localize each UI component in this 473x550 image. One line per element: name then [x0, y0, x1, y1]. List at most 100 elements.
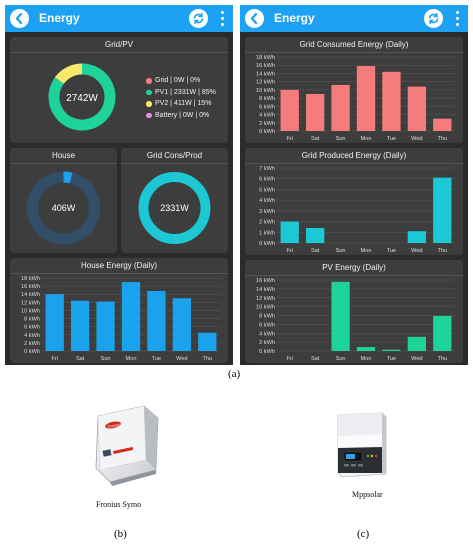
- bar-wed: [407, 336, 427, 351]
- x-tick-label: Thu: [437, 136, 447, 142]
- x-tick-label: Thu: [437, 248, 447, 254]
- y-tick-label: 6 kWh: [259, 322, 275, 328]
- y-tick-label: 2 kWh: [259, 340, 275, 346]
- caption-b: (b): [114, 528, 127, 540]
- y-tick-label: 0 kWh: [259, 129, 275, 135]
- app-title: Energy: [274, 11, 315, 25]
- y-tick-label: 0 kWh: [259, 349, 275, 355]
- menu-dot-icon: [456, 23, 459, 26]
- back-button[interactable]: [10, 9, 29, 28]
- chart-title: Grid Produced Energy (Daily): [245, 148, 463, 164]
- y-tick-label: 16 kWh: [21, 284, 40, 290]
- y-tick-label: 7 kWh: [259, 166, 275, 172]
- donut-center-value: 2742W: [66, 93, 98, 104]
- menu-dot-icon: [221, 11, 224, 14]
- grid-cons-prod-card: Grid Cons/Prod 2331W: [121, 148, 228, 253]
- pv-energy-chart: 0 kWh 2 kWh 4 kWh 6 kWh 8 kWh 10 kWh 12 kWh 14 …: [256, 278, 455, 362]
- y-tick-label: 12 kWh: [256, 296, 275, 302]
- grid-produced-card: Grid Produced Energy (Daily) 0 kWh 1 kWh 2…: [245, 148, 463, 255]
- x-tick-label: Wed: [411, 356, 422, 362]
- refresh-icon: [428, 12, 439, 25]
- grid-consumed-card: Grid Consumed Energy (Daily) 0 kWh 2 kWh 4…: [245, 37, 463, 143]
- bar-sun: [96, 301, 115, 351]
- back-arrow-icon: [15, 12, 23, 25]
- caption-c: (c): [357, 528, 370, 540]
- x-tick-label: Fri: [286, 356, 293, 362]
- fronius-inverter-image: Fronius: [95, 405, 159, 486]
- more-menu-button[interactable]: [219, 11, 227, 26]
- y-tick-label: 0 kWh: [259, 241, 275, 247]
- y-tick-label: 8 kWh: [259, 96, 275, 102]
- x-tick-label: Mon: [361, 136, 372, 142]
- y-tick-label: 4 kWh: [259, 198, 275, 204]
- menu-dot-icon: [456, 11, 459, 14]
- x-tick-label: Tue: [387, 248, 396, 254]
- donut-legend: Grid | 0W | 0% PV1 | 2331W | 85% PV2 | 4…: [146, 75, 226, 121]
- back-arrow-icon: [250, 12, 258, 25]
- grid-cons-prod-donut: 2331W: [138, 172, 211, 244]
- y-tick-label: 0 kWh: [24, 349, 40, 355]
- x-tick-label: Thu: [202, 356, 212, 362]
- bar-thu: [433, 177, 452, 243]
- house-energy-chart: 0 kWh 2 kWh 4 kWh 6 kWh 8 kWh 10 kWh 12 kWh 14 …: [21, 276, 220, 362]
- bar-tue: [382, 71, 401, 131]
- y-tick-label: 14 kWh: [256, 71, 275, 77]
- bar-tue: [147, 290, 166, 351]
- y-tick-label: 12 kWh: [21, 300, 40, 306]
- y-tick-label: 1 kWh: [259, 230, 275, 236]
- legend-label: Battery | 0W | 0%: [155, 111, 210, 119]
- x-tick-label: Tue: [152, 356, 161, 362]
- mppsolar-inverter-image: [337, 412, 387, 478]
- bar-thu: [433, 118, 452, 131]
- refresh-button[interactable]: [189, 9, 208, 28]
- bar-thu: [433, 315, 452, 351]
- app-bar: Energy: [240, 5, 468, 32]
- back-button[interactable]: [245, 9, 264, 28]
- legend-label: PV2 | 411W | 15%: [155, 100, 212, 107]
- energy-screen-right: Energy Grid Consumed Energy (Daily) 0 kW…: [240, 5, 468, 365]
- x-tick-label: Sat: [76, 356, 85, 362]
- y-tick-label: 16 kWh: [256, 63, 275, 69]
- x-tick-label: Wed: [411, 248, 422, 254]
- refresh-button[interactable]: [424, 9, 443, 28]
- x-tick-label: Sat: [311, 136, 320, 142]
- donut-segment-pv2: [54, 63, 83, 85]
- donut-center-value: 2331W: [160, 203, 189, 213]
- more-menu-button[interactable]: [454, 11, 462, 26]
- bar-sat: [305, 228, 325, 243]
- y-tick-label: 14 kWh: [21, 292, 40, 298]
- energy-screen-left: Energy Grid/PV 2742W Grid | 0W | 0% PV1 …: [5, 5, 233, 365]
- x-tick-label: Sat: [311, 248, 320, 254]
- x-tick-label: Mon: [361, 356, 372, 362]
- x-tick-label: Fri: [286, 248, 293, 254]
- legend-swatch: [146, 78, 152, 84]
- chart-title: Grid Consumed Energy (Daily): [245, 37, 463, 53]
- house-energy-card: House Energy (Daily) 0 kWh 2 kWh 4 kWh 6 kW…: [10, 258, 228, 363]
- chart-title: PV Energy (Daily): [245, 260, 463, 276]
- bar-wed: [172, 298, 192, 351]
- x-tick-label: Sat: [311, 356, 320, 362]
- donut-segment-house: [63, 171, 73, 184]
- bar-sun: [331, 84, 350, 131]
- bar-sun: [331, 281, 350, 351]
- y-tick-label: 3 kWh: [259, 209, 275, 215]
- x-tick-label: Tue: [387, 356, 396, 362]
- x-tick-label: Sun: [336, 248, 346, 254]
- menu-dot-icon: [456, 17, 459, 20]
- legend-swatch: [146, 112, 152, 118]
- legend-label: PV1 | 2331W | 85%: [155, 88, 216, 96]
- legend-swatch: [146, 89, 152, 95]
- legend-item-pv1: PV1 | 2331W | 85%: [146, 87, 226, 99]
- legend-swatch: [146, 101, 152, 107]
- y-tick-label: 16 kWh: [256, 278, 275, 284]
- y-tick-label: 14 kWh: [256, 287, 275, 293]
- grid-produced-chart: 0 kWh 1 kWh 2 kWh 3 kWh 4 kWh 5 kWh 6 kWh 7 kWh…: [259, 166, 455, 254]
- donut-segment-pv1: [48, 63, 116, 131]
- fronius-logo-text: Fronius: [107, 423, 120, 429]
- y-tick-label: 4 kWh: [259, 113, 275, 119]
- caption-a: (a): [228, 368, 241, 380]
- chart-title: House Energy (Daily): [10, 258, 228, 274]
- bar-fri: [280, 221, 299, 243]
- y-tick-label: 2 kWh: [24, 341, 40, 347]
- card-title: Grid Cons/Prod: [121, 148, 228, 164]
